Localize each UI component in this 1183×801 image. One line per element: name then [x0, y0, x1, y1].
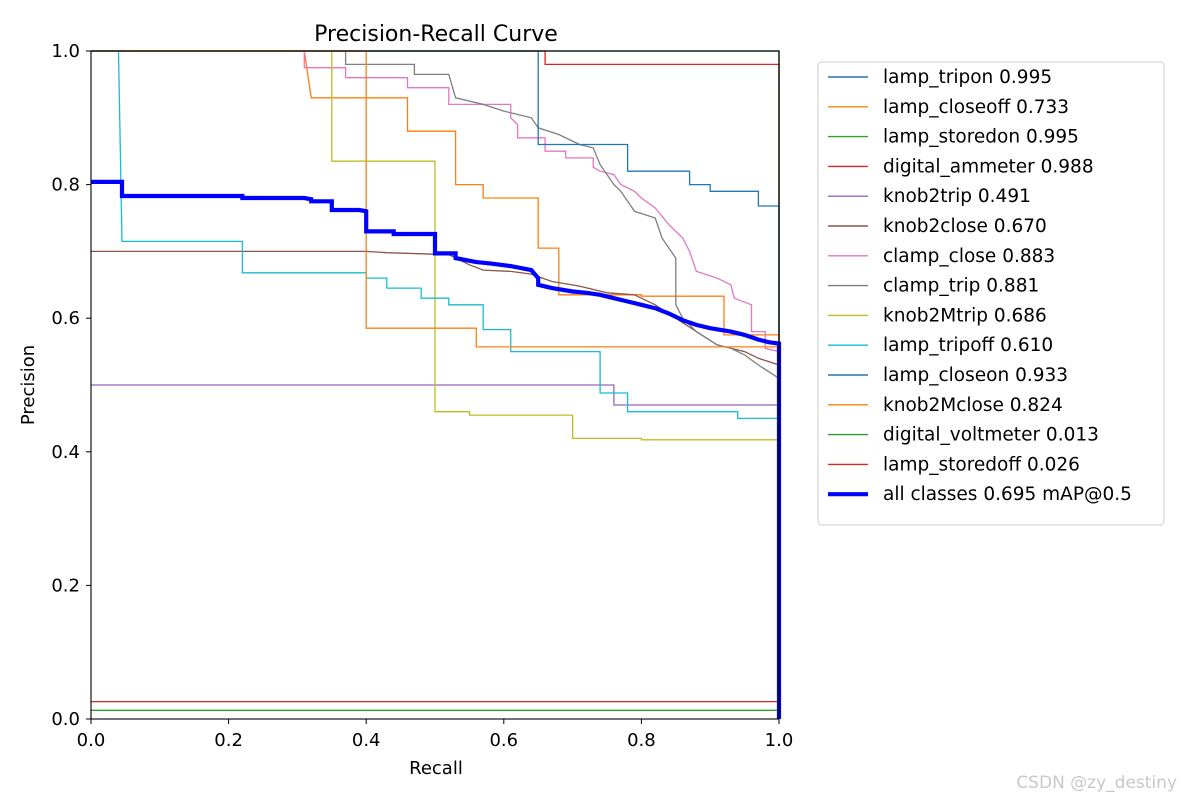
series-line-lamp_closeoff [91, 50, 780, 719]
legend: lamp_tripon 0.995 lamp_closeoff 0.733 lamp… [817, 61, 1165, 526]
series-line-knob2close [91, 250, 780, 719]
x-tick-label: 0.2 [214, 730, 243, 751]
legend-box [817, 61, 1165, 526]
y-tick-label: 0.2 [51, 575, 80, 596]
series-line-clamp_close [91, 50, 780, 719]
legend-label-lamp_closeoff: lamp_closeoff 0.733 [883, 97, 1069, 118]
legend-label-lamp_tripoff: lamp_tripoff 0.610 [883, 335, 1053, 356]
x-tick-label: 0.4 [352, 730, 381, 751]
axes: 0.0 0.2 0.4 0.6 0.8 1.0 0.0 0.2 0.4 0.6 0.8 1.0 [51, 41, 793, 751]
x-tick-label: 1.0 [765, 730, 794, 751]
y-tick-label: 0.4 [51, 442, 80, 463]
watermark: CSDN @zy_destiny [1016, 773, 1177, 793]
x-tick-label: 0.0 [77, 730, 106, 751]
series-line-lamp_tripoff [91, 50, 780, 719]
x-axis-label: Recall [409, 758, 463, 779]
y-axis-label: Precision [18, 345, 39, 425]
legend-label-knob2close: knob2close 0.670 [883, 216, 1047, 237]
series-line-lamp_closeon [91, 50, 780, 719]
legend-label-digital_voltmeter: digital_voltmeter 0.013 [883, 425, 1099, 446]
y-tick-label: 0.6 [51, 308, 80, 329]
legend-label-lamp_tripon: lamp_tripon 0.995 [883, 67, 1052, 88]
plot-lines [91, 50, 782, 719]
legend-label-knob2trip: knob2trip 0.491 [883, 186, 1031, 207]
x-tick-label: 0.6 [489, 730, 518, 751]
y-tick-label: 0.8 [51, 175, 80, 196]
plot-frame [90, 50, 780, 720]
series-line-digital_voltmeter [91, 709, 780, 719]
legend-label-knob2Mclose: knob2Mclose 0.824 [883, 395, 1063, 416]
legend-label-digital_ammeter: digital_ammeter 0.988 [883, 156, 1094, 177]
legend-label-lamp_storedon: lamp_storedon 0.995 [883, 127, 1079, 148]
legend-label-knob2Mtrip: knob2Mtrip 0.686 [883, 305, 1047, 326]
series-line-knob2Mtrip [91, 50, 780, 719]
series-line-all_classes [91, 179, 782, 719]
legend-label-all_classes: all classes 0.695 mAP@0.5 [883, 484, 1132, 505]
y-tick-label: 1.0 [51, 41, 80, 62]
series-line-knob2trip [91, 384, 780, 719]
y-tick-label: 0.0 [51, 709, 80, 730]
x-tick-label: 0.8 [627, 730, 656, 751]
legend-label-lamp_closeon: lamp_closeon 0.933 [883, 365, 1068, 386]
legend-label-clamp_trip: clamp_trip 0.881 [883, 276, 1039, 297]
series-line-clamp_trip [91, 50, 780, 719]
legend-label-lamp_storedoff: lamp_storedoff 0.026 [883, 454, 1080, 475]
legend-label-clamp_close: clamp_close 0.883 [883, 246, 1055, 267]
chart-title: Precision-Recall Curve [314, 22, 558, 47]
